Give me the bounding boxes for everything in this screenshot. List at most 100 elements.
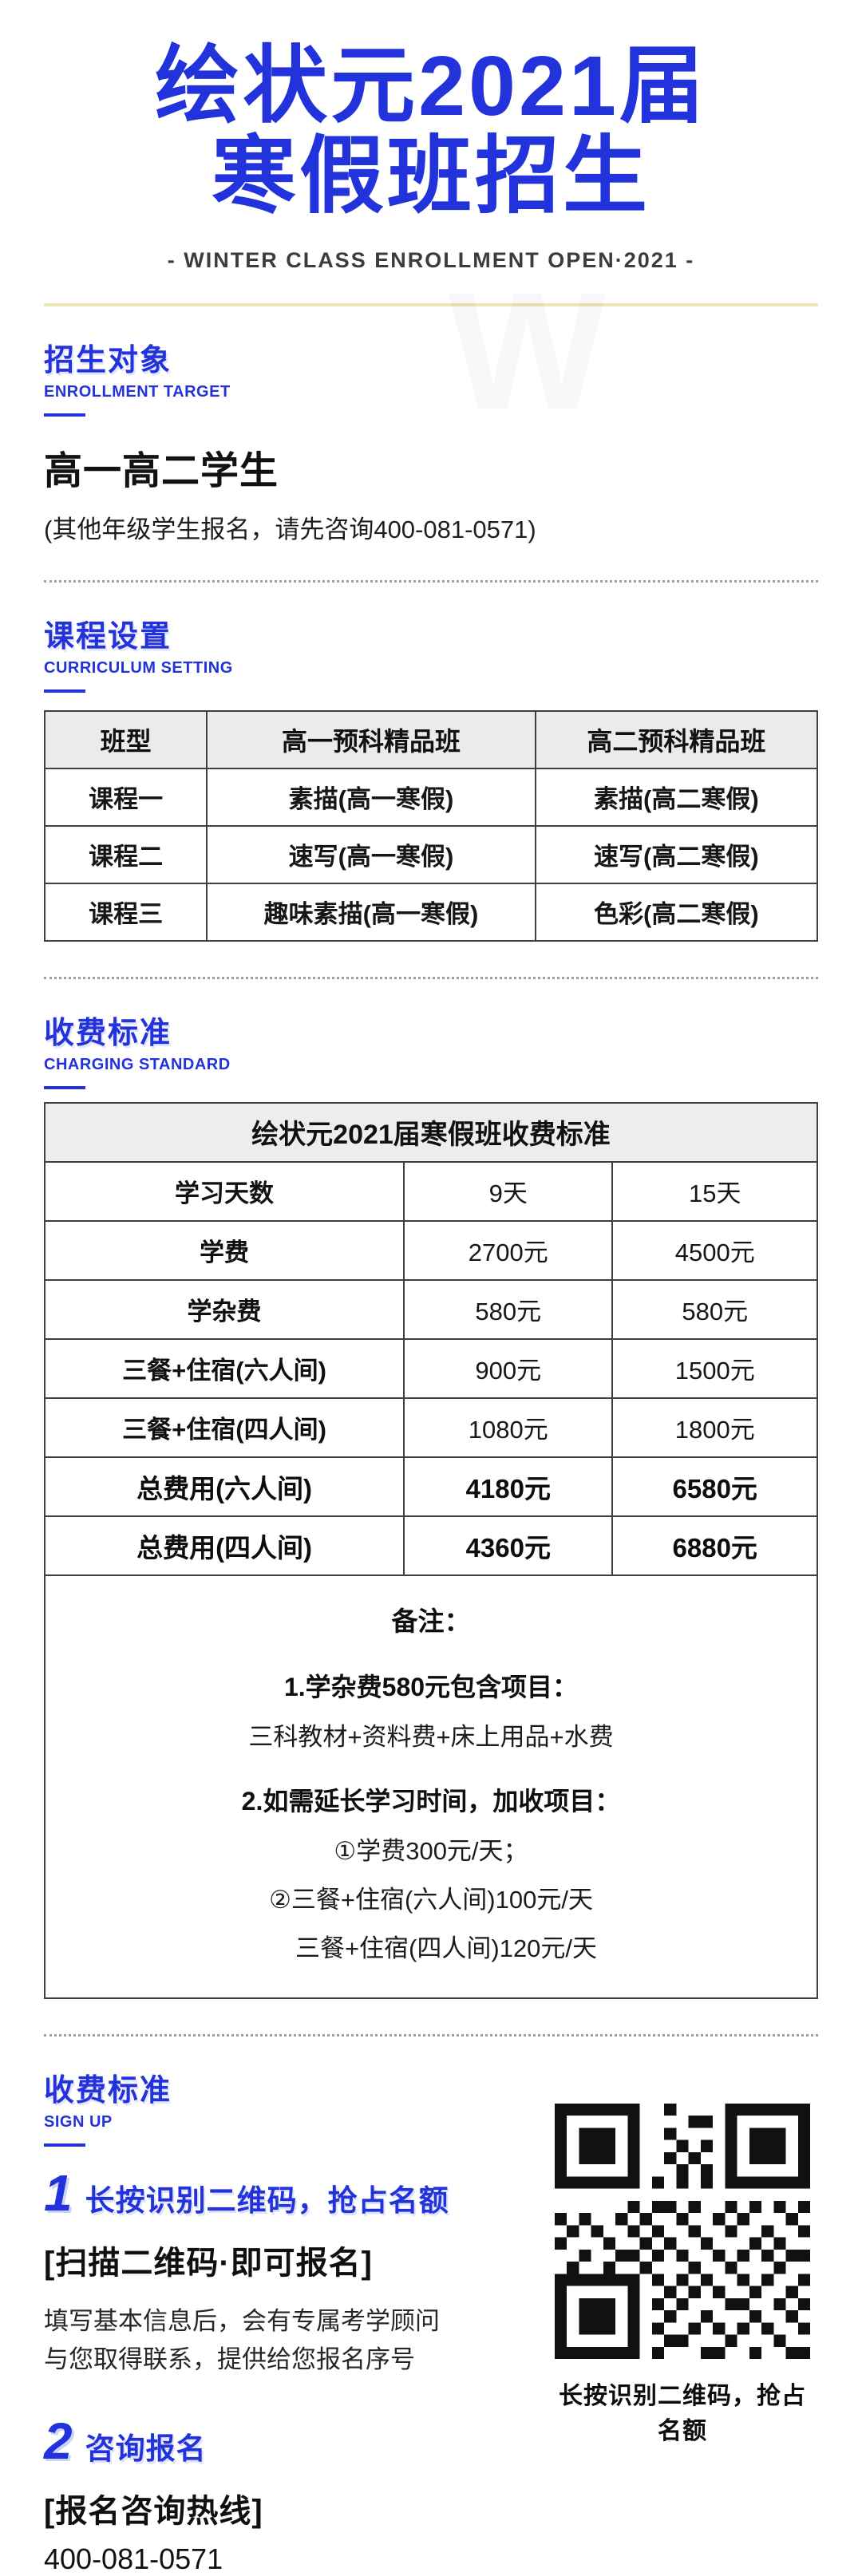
section-heading-cn: 收费标准 <box>44 1016 172 1050</box>
note-item-title: 1.学杂费580元包含项目： <box>283 1672 579 1701</box>
qr-code-image <box>555 2103 810 2359</box>
table-cell: 4360元 <box>403 1515 614 1576</box>
step1-bracket-label: [扫描二维码·即可报名] <box>44 2245 373 2281</box>
poster-header: W 绘状元2021届 寒假班招生 - WINTER CLASS ENROLLME… <box>0 0 862 434</box>
table-cell: 1080元 <box>403 1397 614 1458</box>
table-cell: 课程一 <box>43 767 208 827</box>
section-heading: 收费标准 SIGN UP <box>44 2065 537 2147</box>
table-cell: 总费用(四人间) <box>43 1515 405 1576</box>
step-title: 长按识别二维码，抢占名额 <box>85 2183 449 2217</box>
fee-table-title: 绘状元2021届寒假班收费标准 <box>44 1101 818 1163</box>
table-cell: 6880元 <box>611 1515 818 1576</box>
table-cell: 速写(高一寒假) <box>206 824 536 884</box>
qr-caption: 长按识别二维码，抢占名额 <box>559 2382 806 2444</box>
section-charging-standard: 收费标准 CHARGING STANDARD 绘状元2021届寒假班收费标准 学… <box>43 1008 818 1999</box>
section-heading: 课程设置 CURRICULUM SETTING <box>44 611 818 693</box>
table-cell: 学费 <box>43 1219 405 1281</box>
section-heading: 招生对象 ENROLLMENT TARGET <box>44 335 818 417</box>
section-heading-cn: 收费标准 <box>44 2073 172 2108</box>
section-enrollment-target: 招生对象 ENROLLMENT TARGET 高一高二学生 (其他年级学生报名，… <box>44 335 818 545</box>
table-header-cell: 高二预科精品班 <box>534 709 819 769</box>
section-heading-en: CURRICULUM SETTING <box>44 658 233 677</box>
table-cell: 学习天数 <box>43 1160 405 1222</box>
poster-title: 绘状元2021届 寒假班招生 <box>0 41 862 223</box>
fee-notes: 备注： 1.学杂费580元包含项目： 三科教材+资料费+床上用品+水费 2.如需… <box>44 1574 818 1999</box>
poster-title-line2: 寒假班招生 <box>212 129 650 224</box>
table-row-total: 总费用(六人间) 4180元 6580元 <box>43 1456 818 1517</box>
table-cell: 900元 <box>403 1337 614 1399</box>
table-cell: 1500元 <box>611 1337 818 1399</box>
table-cell: 9天 <box>403 1160 614 1222</box>
section-heading-cn: 课程设置 <box>44 619 172 654</box>
section-divider <box>44 976 818 979</box>
step1-body-line: 与您取得联系，提供给您报名序号 <box>44 2345 415 2373</box>
section-heading-en: CHARGING STANDARD <box>44 1055 231 1073</box>
step-title: 咨询报名 <box>85 2432 207 2465</box>
table-cell: 课程二 <box>43 824 208 884</box>
table-cell: 4180元 <box>403 1456 614 1517</box>
heading-dash <box>44 413 85 417</box>
table-row: 学费 2700元 4500元 <box>43 1219 818 1281</box>
step2-bracket-label: [报名咨询热线] <box>44 2493 263 2529</box>
table-cell: 趣味素描(高一寒假) <box>206 882 536 942</box>
section-signup: 收费标准 SIGN UP 1 长按识别二维码，抢占名额 [扫描二维码·即可报名]… <box>44 2037 818 2576</box>
curriculum-table: 班型 高一预科精品班 高二预科精品班 课程一 素描(高一寒假) 素描(高二寒假)… <box>43 709 819 942</box>
table-row: 课程一 素描(高一寒假) 素描(高二寒假) <box>43 767 819 827</box>
signup-step-1: 1 长按识别二维码，抢占名额 <box>44 2167 537 2219</box>
section-heading-en: SIGN UP <box>44 2112 113 2131</box>
table-cell: 6580元 <box>611 1456 818 1517</box>
table-row: 课程三 趣味素描(高一寒假) 色彩(高二寒假) <box>43 882 819 942</box>
note-item-body: 三科教材+资料费+床上用品+水费 <box>248 1722 614 1751</box>
table-row: 学习天数 9天 15天 <box>43 1160 818 1222</box>
table-header-row: 班型 高一预科精品班 高二预科精品班 <box>43 709 819 769</box>
note-item-body: ①学费300元/天； <box>334 1836 528 1865</box>
step-number: 1 <box>44 2163 73 2222</box>
header-divider <box>44 302 818 306</box>
table-header-cell: 高一预科精品班 <box>206 709 536 769</box>
poster-subtitle: - WINTER CLASS ENROLLMENT OPEN·2021 - <box>167 247 695 272</box>
fee-table-notes-row: 备注： 1.学杂费580元包含项目： 三科教材+资料费+床上用品+水费 2.如需… <box>44 1574 818 1999</box>
step1-body-line: 填写基本信息后，会有专属考学顾问 <box>44 2306 440 2335</box>
poster-title-line1: 绘状元2021届 <box>155 39 707 133</box>
table-row: 课程二 速写(高一寒假) 速写(高二寒假) <box>43 824 819 884</box>
table-cell: 15天 <box>611 1160 818 1222</box>
section-curriculum: 课程设置 CURRICULUM SETTING 班型 高一预科精品班 高二预科精… <box>43 611 819 942</box>
table-row: 学杂费 580元 580元 <box>43 1278 818 1340</box>
note-item-title: 2.如需延长学习时间，加收项目： <box>241 1786 621 1815</box>
table-cell: 速写(高二寒假) <box>534 824 819 884</box>
table-cell: 课程三 <box>43 882 208 942</box>
section-heading-en: ENROLLMENT TARGET <box>44 382 231 401</box>
heading-dash <box>44 689 85 693</box>
table-cell: 580元 <box>611 1278 818 1340</box>
hotline-phone-number: 400-081-0571 <box>44 2542 223 2575</box>
table-row: 三餐+住宿(六人间) 900元 1500元 <box>43 1337 818 1399</box>
qr-code[interactable] <box>555 2103 810 2359</box>
heading-dash <box>44 1085 85 1089</box>
section-heading: 收费标准 CHARGING STANDARD <box>44 1008 818 1089</box>
note-item-body: 三餐+住宿(四人间)120元/天 <box>295 1934 598 1962</box>
table-cell: 素描(高一寒假) <box>206 767 536 827</box>
note-item-body: ②三餐+住宿(六人间)100元/天 <box>269 1885 593 1914</box>
signup-left-column: 收费标准 SIGN UP 1 长按识别二维码，抢占名额 [扫描二维码·即可报名]… <box>44 2037 537 2576</box>
table-cell: 580元 <box>403 1278 614 1340</box>
section-divider <box>44 2033 818 2037</box>
table-cell: 三餐+住宿(六人间) <box>43 1337 405 1399</box>
table-cell: 2700元 <box>403 1219 614 1281</box>
target-note-text: (其他年级学生报名，请先咨询400-081-0571) <box>44 515 536 543</box>
signup-right-column: 长按识别二维码，抢占名额 <box>547 2037 818 2576</box>
table-cell: 色彩(高二寒假) <box>534 882 819 942</box>
target-student-text: 高一高二学生 <box>44 449 279 492</box>
table-row: 三餐+住宿(四人间) 1080元 1800元 <box>43 1397 818 1458</box>
step-number: 2 <box>44 2412 73 2470</box>
table-cell: 学杂费 <box>43 1278 405 1340</box>
table-header-cell: 班型 <box>43 709 208 769</box>
heading-dash <box>44 2143 85 2147</box>
notes-title: 备注： <box>391 1606 471 1636</box>
table-cell: 三餐+住宿(四人间) <box>43 1397 405 1458</box>
fee-table-title-row: 绘状元2021届寒假班收费标准 <box>44 1101 818 1163</box>
table-row-total: 总费用(四人间) 4360元 6880元 <box>43 1515 818 1576</box>
fee-table: 绘状元2021届寒假班收费标准 学习天数 9天 15天 学费 2700元 450… <box>43 1101 818 1999</box>
table-cell: 总费用(六人间) <box>43 1456 405 1517</box>
section-divider <box>44 579 818 583</box>
